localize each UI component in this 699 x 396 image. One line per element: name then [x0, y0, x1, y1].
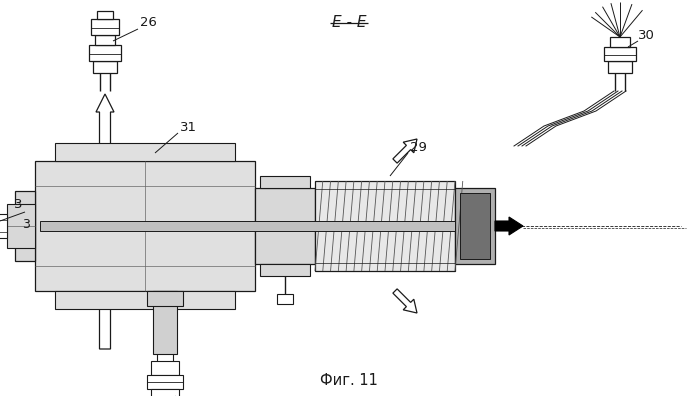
- Bar: [93, 61, 117, 73]
- Text: E - E: E - E: [332, 15, 366, 30]
- Bar: [610, 37, 630, 47]
- Bar: [255, 188, 315, 264]
- Text: 30: 30: [638, 29, 655, 42]
- Bar: [260, 176, 310, 188]
- FancyArrow shape: [96, 94, 114, 349]
- Text: Фиг. 11: Фиг. 11: [320, 373, 378, 388]
- Bar: [7, 204, 35, 248]
- Text: 3: 3: [13, 198, 22, 211]
- Bar: [18, 91, 681, 361]
- Bar: [97, 11, 113, 19]
- Bar: [153, 291, 177, 354]
- Text: 29: 29: [410, 141, 427, 154]
- Bar: [95, 35, 115, 45]
- Bar: [91, 19, 119, 35]
- Bar: [277, 294, 293, 304]
- Text: 3: 3: [22, 217, 30, 230]
- Bar: [151, 361, 179, 375]
- FancyArrow shape: [495, 217, 523, 235]
- Bar: [25, 98, 674, 354]
- Bar: [0, 214, 7, 238]
- Bar: [40, 221, 455, 231]
- Bar: [35, 161, 255, 291]
- Bar: [147, 291, 183, 306]
- FancyArrow shape: [393, 289, 417, 313]
- Text: 26: 26: [140, 16, 157, 29]
- Bar: [15, 191, 35, 261]
- Bar: [455, 188, 495, 264]
- Bar: [460, 193, 490, 259]
- Bar: [315, 181, 455, 271]
- Bar: [260, 264, 310, 276]
- Bar: [55, 143, 235, 161]
- Bar: [89, 45, 121, 61]
- FancyArrow shape: [393, 139, 417, 163]
- Bar: [608, 61, 632, 73]
- Bar: [604, 47, 636, 61]
- Bar: [55, 291, 235, 309]
- Text: 31: 31: [180, 121, 197, 134]
- Bar: [147, 375, 183, 389]
- Bar: [151, 389, 179, 396]
